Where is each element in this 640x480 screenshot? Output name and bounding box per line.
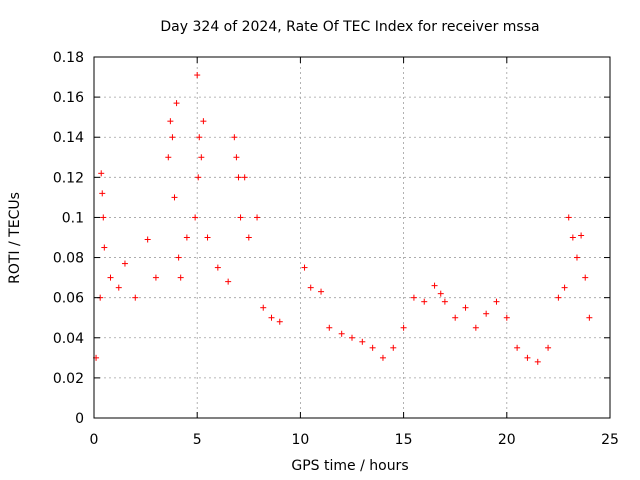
data-point <box>338 330 345 337</box>
data-points <box>93 72 593 365</box>
data-point <box>462 304 469 311</box>
y-tick-label: 0.12 <box>53 170 84 186</box>
plot-frame <box>93 56 611 419</box>
x-tick-label: 5 <box>193 432 202 448</box>
data-point <box>307 284 314 291</box>
data-point <box>192 214 199 221</box>
data-point <box>379 354 386 361</box>
y-tick-label: 0.08 <box>53 251 84 267</box>
data-point <box>472 324 479 331</box>
y-tick-label: 0.04 <box>53 331 84 347</box>
data-point <box>561 284 568 291</box>
y-axis-label: ROTI / TECUs <box>7 192 23 284</box>
x-tick-label: 20 <box>498 432 516 448</box>
data-point <box>503 314 510 321</box>
data-point <box>198 154 205 161</box>
data-point <box>245 234 252 241</box>
data-point <box>578 232 585 239</box>
data-point <box>177 274 184 281</box>
data-point <box>421 298 428 305</box>
data-point <box>400 324 407 331</box>
data-point <box>152 274 159 281</box>
x-tick-label: 15 <box>395 432 413 448</box>
data-point <box>555 294 562 301</box>
x-tick-label: 0 <box>90 432 99 448</box>
data-point <box>268 314 275 321</box>
data-point <box>173 100 180 107</box>
data-point <box>165 154 172 161</box>
data-point <box>524 354 531 361</box>
y-tick-label: 0 <box>75 411 84 427</box>
data-point <box>237 214 244 221</box>
data-point <box>101 244 108 251</box>
data-point <box>514 344 521 351</box>
data-point <box>200 118 207 125</box>
data-point <box>431 282 438 289</box>
data-point <box>196 134 203 141</box>
y-tick-label: 0.02 <box>53 371 84 387</box>
data-point <box>231 134 238 141</box>
data-point <box>369 344 376 351</box>
data-point <box>437 290 444 297</box>
data-point <box>565 214 572 221</box>
data-point <box>167 118 174 125</box>
x-tick-label: 10 <box>291 432 309 448</box>
data-point <box>195 174 202 181</box>
data-point <box>107 274 114 281</box>
data-point <box>586 314 593 321</box>
x-tick-label: 25 <box>601 432 619 448</box>
data-point <box>441 298 448 305</box>
data-point <box>241 174 248 181</box>
y-tick-label: 0.18 <box>53 50 84 66</box>
data-point <box>171 194 178 201</box>
data-point <box>301 264 308 271</box>
y-tick-label: 0.14 <box>53 130 84 146</box>
data-point <box>452 314 459 321</box>
y-tick-label: 0.16 <box>53 90 84 106</box>
data-point <box>194 72 201 79</box>
data-point <box>534 358 541 365</box>
data-point <box>276 318 283 325</box>
data-point <box>169 134 176 141</box>
data-point <box>573 254 580 261</box>
chart-title: Day 324 of 2024, Rate Of TEC Index for r… <box>160 19 539 35</box>
data-point <box>260 304 267 311</box>
data-point <box>390 344 397 351</box>
data-point <box>132 294 139 301</box>
data-point <box>359 338 366 345</box>
data-point <box>144 236 151 243</box>
data-point <box>233 154 240 161</box>
data-point <box>483 310 490 317</box>
y-tick-label: 0.1 <box>62 210 84 226</box>
data-point <box>204 234 211 241</box>
data-point <box>582 274 589 281</box>
data-point <box>318 288 325 295</box>
data-point <box>98 170 105 177</box>
data-point <box>175 254 182 261</box>
data-point <box>493 298 500 305</box>
data-point <box>121 260 128 267</box>
axis-ticks: 0 0.02 0.04 0.06 0.08 0.1 0.12 0.14 0.16 0.18 0 5 10… <box>53 50 619 448</box>
data-point <box>99 190 106 197</box>
y-tick-label: 0.06 <box>53 291 84 307</box>
data-point <box>410 294 417 301</box>
data-point <box>545 344 552 351</box>
data-point <box>235 174 242 181</box>
data-point <box>214 264 221 271</box>
x-axis-label: GPS time / hours <box>291 458 408 474</box>
data-point <box>254 214 261 221</box>
data-point <box>569 234 576 241</box>
data-point <box>100 214 107 221</box>
data-point <box>349 334 355 341</box>
data-point <box>115 284 122 291</box>
data-point <box>326 324 333 331</box>
data-point <box>225 278 232 285</box>
data-point <box>183 234 190 241</box>
